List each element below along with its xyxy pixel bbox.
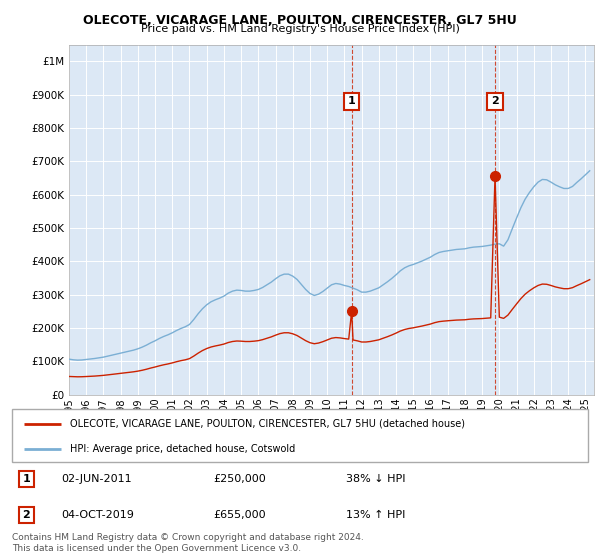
- Text: 2: 2: [491, 96, 499, 106]
- Text: 1: 1: [23, 474, 30, 484]
- Text: 04-OCT-2019: 04-OCT-2019: [61, 510, 134, 520]
- Text: Contains HM Land Registry data © Crown copyright and database right 2024.
This d: Contains HM Land Registry data © Crown c…: [12, 533, 364, 553]
- Text: 2: 2: [23, 510, 30, 520]
- Text: HPI: Average price, detached house, Cotswold: HPI: Average price, detached house, Cots…: [70, 444, 295, 454]
- Text: OLECOTE, VICARAGE LANE, POULTON, CIRENCESTER, GL7 5HU (detached house): OLECOTE, VICARAGE LANE, POULTON, CIRENCE…: [70, 419, 464, 429]
- Text: £250,000: £250,000: [214, 474, 266, 484]
- Text: OLECOTE, VICARAGE LANE, POULTON, CIRENCESTER, GL7 5HU: OLECOTE, VICARAGE LANE, POULTON, CIRENCE…: [83, 14, 517, 27]
- Text: £655,000: £655,000: [214, 510, 266, 520]
- Text: 13% ↑ HPI: 13% ↑ HPI: [346, 510, 406, 520]
- Text: 38% ↓ HPI: 38% ↓ HPI: [346, 474, 406, 484]
- Text: 1: 1: [348, 96, 356, 106]
- Text: Price paid vs. HM Land Registry's House Price Index (HPI): Price paid vs. HM Land Registry's House …: [140, 24, 460, 34]
- Text: 02-JUN-2011: 02-JUN-2011: [61, 474, 131, 484]
